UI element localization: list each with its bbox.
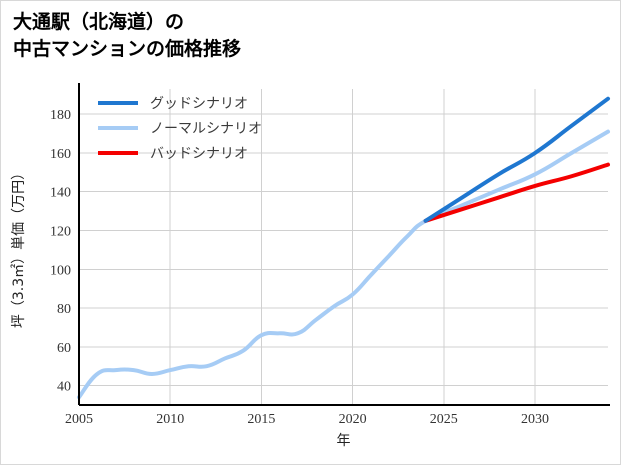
series-line-normal [77, 129, 610, 400]
gridlines-group [78, 89, 608, 405]
x-tick-label: 2010 [156, 412, 184, 427]
series-line-good [423, 96, 610, 223]
x-tick-label: 2005 [65, 412, 93, 427]
page-title: 大通駅（北海道）の 中古マンションの価格推移 [13, 11, 242, 60]
series-line-bad [423, 162, 610, 223]
axis-spines [78, 83, 610, 406]
legend-label-bad-scenario: バッドシナリオ [150, 146, 248, 162]
axis-titles: 年 坪（3.3㎡）単価（万円） [11, 166, 351, 449]
x-axis-title: 年 [337, 433, 351, 449]
y-tick-label: 100 [50, 263, 71, 278]
x-axis-tick-labels: 2005 2010 2015 2020 2025 2030 [65, 412, 549, 427]
x-tick-label: 2020 [339, 412, 367, 427]
y-axis-tick-labels: 40 60 80 100 120 140 160 180 [50, 108, 71, 394]
series-group [77, 96, 610, 400]
x-tick-label: 2030 [521, 412, 549, 427]
legend-label-normal-scenario: ノーマルシナリオ [150, 121, 262, 137]
y-tick-label: 160 [50, 147, 71, 162]
y-tick-label: 120 [50, 225, 71, 240]
legend-label-good-scenario: グッドシナリオ [150, 96, 248, 112]
x-tick-label: 2015 [247, 412, 275, 427]
y-tick-label: 180 [50, 108, 71, 123]
y-tick-label: 40 [57, 380, 71, 395]
y-axis-title: 坪（3.3㎡）単価（万円） [11, 166, 27, 328]
y-tick-label: 140 [50, 186, 71, 201]
y-tick-label: 60 [57, 341, 71, 356]
y-tick-label: 80 [57, 302, 71, 317]
x-tick-label: 2025 [430, 412, 458, 427]
